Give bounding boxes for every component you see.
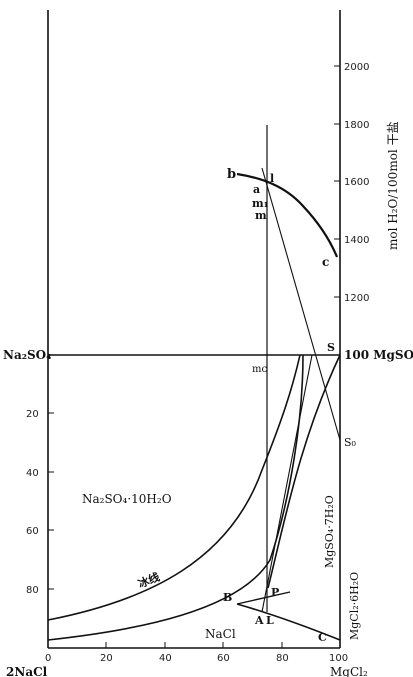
bottom-tick-20: 20 <box>100 653 113 664</box>
label-S: S <box>327 341 335 354</box>
left-tick-60: 60 <box>26 526 39 537</box>
region-nacl: NaCl <box>205 627 236 641</box>
bottom-tick-0: 0 <box>45 653 51 664</box>
label-l: l <box>270 172 274 185</box>
right-ticks: 2000 1800 1600 1400 1200 <box>334 62 369 304</box>
bottom-tick-40: 40 <box>159 653 172 664</box>
left-tick-40: 40 <box>26 468 39 479</box>
corner-top-right: 100 MgSO₄ <box>344 348 413 362</box>
label-m: m <box>255 209 267 222</box>
label-S0: S₀ <box>344 436 357 449</box>
label-mc: mᴄ <box>252 364 267 375</box>
left-tick-20: 20 <box>26 409 39 420</box>
right-tick-2000: 2000 <box>344 62 369 73</box>
line-l-s0 <box>261 167 341 441</box>
curve-p-s <box>267 354 341 589</box>
right-tick-1600: 1600 <box>344 177 369 188</box>
line-l-s <box>261 354 313 613</box>
bottom-tick-60: 60 <box>217 653 230 664</box>
right-tick-1400: 1400 <box>344 235 369 246</box>
label-B: B <box>223 591 232 604</box>
right-tick-1200: 1200 <box>344 293 369 304</box>
corner-bottom-right: MgCl₂ <box>330 665 368 677</box>
corner-bottom-left: 2NaCl <box>6 665 48 677</box>
region-mgcl2: MgCl₂·6H₂O <box>348 572 361 640</box>
label-L: L <box>266 614 274 627</box>
ice-line-curve <box>47 354 301 621</box>
region-ice-line: 冰线 <box>136 570 162 591</box>
line-b-p <box>236 591 291 605</box>
label-b: b <box>227 167 236 182</box>
right-tick-1800: 1800 <box>344 120 369 131</box>
region-mgso4: MgSO₄·7H₂O <box>323 495 336 568</box>
label-a: a <box>253 183 260 196</box>
curve-b-c <box>236 172 339 258</box>
label-P: P <box>271 586 279 599</box>
corner-top-left: Na₂SO₄ <box>3 348 51 362</box>
curve-b-c-lower <box>236 603 341 641</box>
left-tick-80: 80 <box>26 585 39 596</box>
label-A: A <box>254 614 264 627</box>
label-C: C <box>318 631 327 644</box>
bottom-tick-80: 80 <box>276 653 289 664</box>
bottom-ticks: 0 20 40 60 80 100 <box>45 642 348 664</box>
bottom-tick-100: 100 <box>329 653 348 664</box>
region-na2so4: Na₂SO₄·10H₂O <box>82 492 172 506</box>
label-c: c <box>322 255 329 269</box>
left-ticks: 20 40 60 80 <box>26 409 54 596</box>
right-axis-title: mol H₂O/100mol 干盐 <box>386 121 400 250</box>
label-m1: m₁ <box>252 197 269 210</box>
